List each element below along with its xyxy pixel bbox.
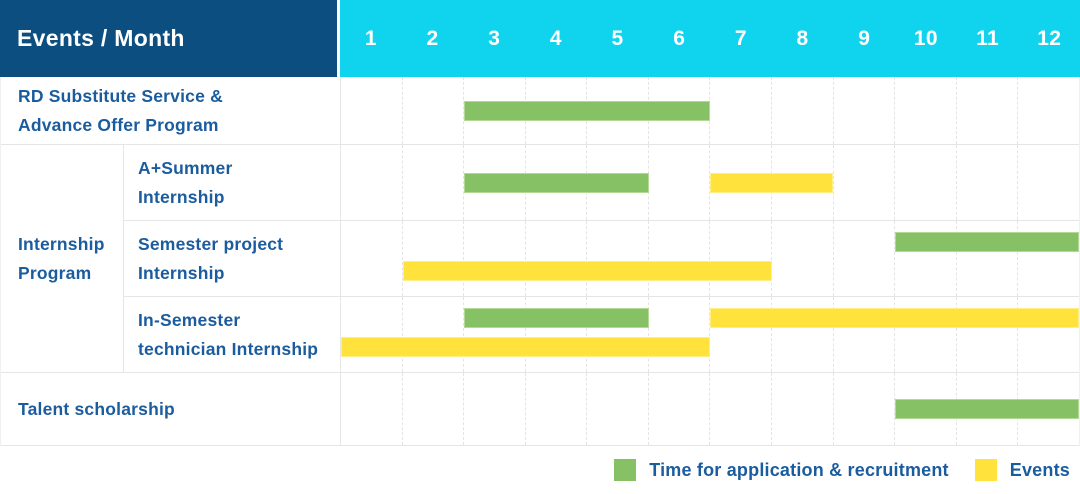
month-gridline	[1017, 145, 1079, 220]
month-gridline	[1017, 77, 1079, 144]
row-label-line: Internship	[18, 233, 105, 254]
month-gridline	[771, 221, 833, 296]
gantt-bar-event	[341, 337, 710, 357]
row-label-line: Semester project	[138, 233, 284, 254]
row-timeline	[341, 297, 1079, 373]
row-label-line: In-Semester	[138, 309, 241, 330]
gantt-bar-application	[464, 308, 649, 328]
row-label-line: A+Summer	[138, 157, 233, 178]
month-gridline	[832, 373, 895, 445]
month-gridline	[341, 221, 402, 296]
month-gridline	[401, 221, 464, 296]
row-label: Talent scholarship	[1, 373, 341, 446]
month-gridline	[832, 221, 895, 296]
gantt-bar-event	[710, 172, 833, 193]
month-gridline	[771, 373, 833, 445]
month-header-2: 2	[426, 26, 439, 50]
month-gridline	[647, 221, 710, 296]
row-label: Semester project Internship	[124, 221, 341, 297]
month-gridline	[586, 373, 648, 445]
legend-item-event: Events	[974, 459, 1070, 481]
month-header-3: 3	[488, 26, 501, 50]
month-header-7: 7	[734, 26, 747, 50]
month-gridline	[955, 77, 1018, 144]
month-gridline	[341, 77, 402, 144]
row-label-line: Program	[18, 262, 92, 283]
month-gridline	[894, 77, 956, 144]
month-gridline	[401, 373, 464, 445]
month-gridline	[401, 145, 464, 220]
row-label-line: Internship	[138, 262, 225, 283]
month-header-9: 9	[858, 26, 871, 50]
group-label-internship-program: Internship Program	[1, 145, 124, 373]
legend-item-application: Time for application & recruitment	[614, 459, 949, 481]
gantt-table-body: RD Substitute Service & Advance Offer Pro…	[0, 77, 1080, 446]
month-gridline	[463, 373, 525, 445]
month-gridline	[341, 145, 402, 220]
month-gridline	[832, 145, 895, 220]
row-label: In-Semester technician Internship	[124, 297, 341, 373]
month-gridline	[709, 77, 771, 144]
month-gridline	[647, 145, 710, 220]
row-label-line: RD Substitute Service &	[18, 85, 223, 106]
month-header-11: 11	[976, 26, 999, 50]
gantt-bar-application	[894, 399, 1079, 419]
month-header-4: 4	[549, 26, 562, 50]
row-timeline	[341, 145, 1079, 221]
row-label-line: technician Internship	[138, 338, 319, 359]
month-gridlines	[341, 77, 1079, 144]
row-timeline	[341, 221, 1079, 297]
event-swatch-icon	[974, 459, 997, 481]
month-header-6: 6	[673, 26, 686, 50]
month-header-5: 5	[611, 26, 624, 50]
gantt-bar-event	[402, 261, 772, 281]
row-timeline	[341, 77, 1079, 145]
legend-label: Events	[1009, 459, 1070, 480]
month-gridline	[894, 145, 956, 220]
month-gridline	[709, 373, 771, 445]
application-swatch-icon	[614, 459, 637, 481]
month-gridline	[401, 297, 464, 372]
month-gridline	[524, 221, 587, 296]
month-gridline	[524, 373, 587, 445]
month-gridline	[341, 373, 402, 445]
month-header-row: 1 2 3 4 5 6 7 8 9 10 11 12	[340, 0, 1080, 77]
month-gridline	[647, 297, 710, 372]
month-header-8: 8	[796, 26, 809, 50]
row-label-line: Advance Offer Program	[18, 114, 219, 135]
month-gridline	[955, 145, 1018, 220]
row-label: A+Summer Internship	[124, 145, 341, 221]
row-label-line: Internship	[138, 186, 225, 207]
gantt-bar-application	[464, 100, 710, 121]
month-gridline	[832, 77, 895, 144]
month-gridline	[401, 77, 464, 144]
row-label-line: Talent scholarship	[18, 398, 175, 419]
month-gridline	[647, 373, 710, 445]
gantt-bar-event	[710, 308, 1079, 328]
gantt-bar-application	[894, 232, 1079, 252]
legend-label: Time for application & recruitment	[649, 459, 949, 480]
table-header-row: Events / Month 1 2 3 4 5 6 7 8 9 10 11 12	[0, 0, 1080, 77]
month-gridline	[463, 221, 525, 296]
month-header-1: 1	[364, 26, 377, 50]
row-timeline	[341, 373, 1079, 446]
month-gridline	[771, 77, 833, 144]
month-header-10: 10	[913, 26, 938, 50]
month-header-12: 12	[1037, 26, 1062, 50]
row-label: RD Substitute Service & Advance Offer Pro…	[1, 77, 341, 145]
legend: Time for application & recruitment Events	[0, 446, 1080, 494]
gantt-bar-application	[464, 172, 649, 193]
events-month-header: Events / Month	[0, 0, 340, 77]
month-gridline	[586, 221, 648, 296]
month-gridline	[341, 297, 402, 372]
month-gridline	[709, 221, 771, 296]
